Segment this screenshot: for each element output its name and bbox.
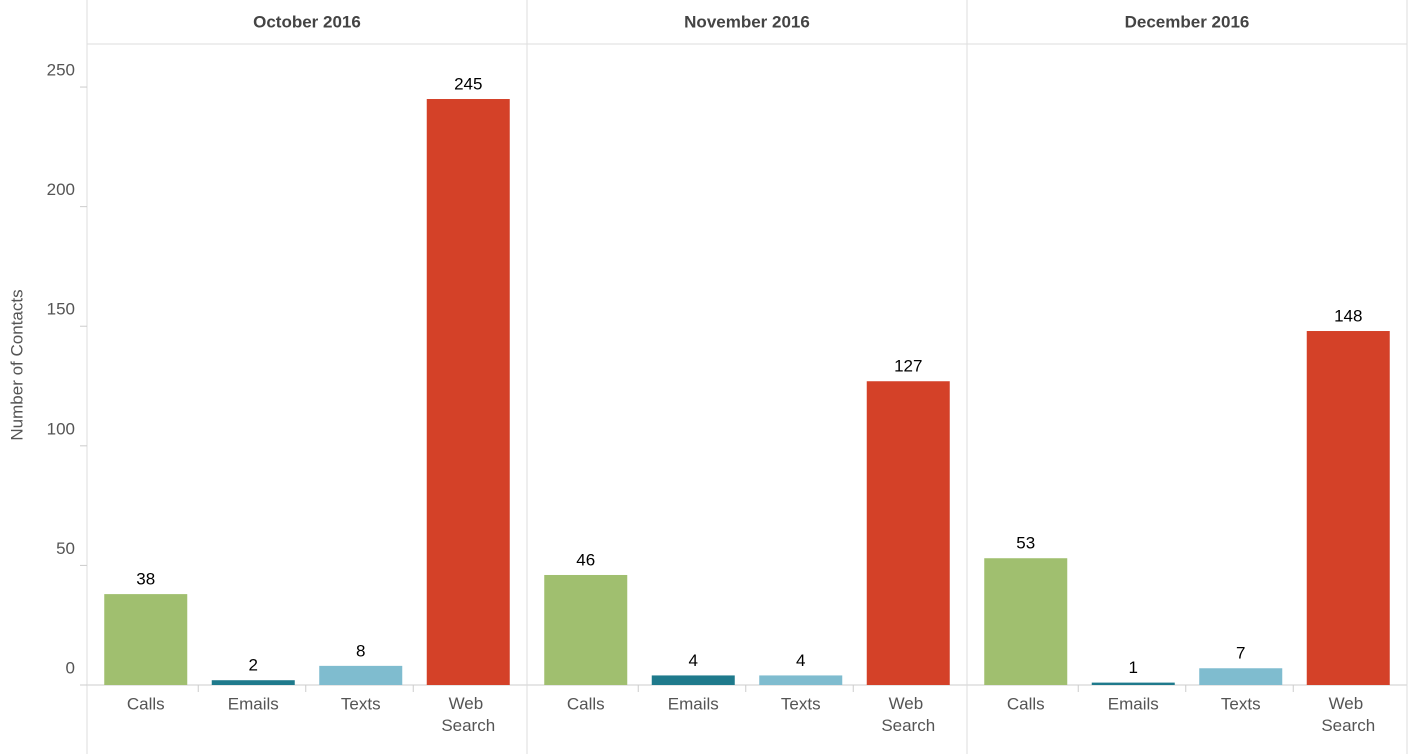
x-tick-label: Calls	[127, 694, 165, 713]
bar	[426, 99, 510, 686]
y-tick-label: 50	[56, 539, 75, 558]
y-tick-label: 0	[66, 658, 75, 677]
value-label: 46	[576, 550, 595, 569]
value-label: 7	[1236, 644, 1245, 663]
value-label: 148	[1334, 306, 1362, 325]
x-tick-label: Calls	[1007, 694, 1045, 713]
x-tick-label: Web Search	[881, 694, 935, 735]
bar	[1306, 331, 1390, 685]
facet-title: October 2016	[253, 12, 361, 31]
x-tick-label: Emails	[228, 694, 279, 713]
value-label: 1	[1129, 658, 1138, 677]
bar	[1091, 682, 1175, 685]
value-label: 4	[796, 651, 805, 670]
value-label: 38	[136, 570, 155, 589]
bar	[1199, 668, 1283, 685]
y-tick-label: 250	[47, 61, 75, 80]
bar	[651, 675, 735, 685]
bar	[759, 675, 843, 685]
bar	[104, 594, 188, 685]
value-label: 245	[454, 74, 482, 93]
y-tick-label: 200	[47, 180, 75, 199]
x-tick-label: Emails	[1108, 694, 1159, 713]
y-axis-label: Number of Contacts	[7, 289, 26, 440]
bar	[544, 574, 628, 685]
x-tick-label: Texts	[781, 694, 821, 713]
x-tick-label: Web Search	[441, 694, 495, 735]
value-label: 2	[249, 656, 258, 675]
y-tick-label: 150	[47, 300, 75, 319]
bar	[319, 665, 403, 685]
bar	[211, 680, 295, 685]
x-tick-label: Texts	[1221, 694, 1261, 713]
value-label: 53	[1016, 534, 1035, 553]
bar	[866, 381, 950, 685]
value-label: 8	[356, 641, 365, 660]
x-tick-label: Calls	[567, 694, 605, 713]
y-tick-label: 100	[47, 419, 75, 438]
x-tick-label: Emails	[668, 694, 719, 713]
bar	[984, 558, 1068, 685]
facet-title: November 2016	[684, 12, 810, 31]
x-tick-label: Texts	[341, 694, 381, 713]
value-label: 127	[894, 357, 922, 376]
x-tick-label: Web Search	[1321, 694, 1375, 735]
facet-title: December 2016	[1125, 12, 1250, 31]
value-label: 4	[689, 651, 698, 670]
